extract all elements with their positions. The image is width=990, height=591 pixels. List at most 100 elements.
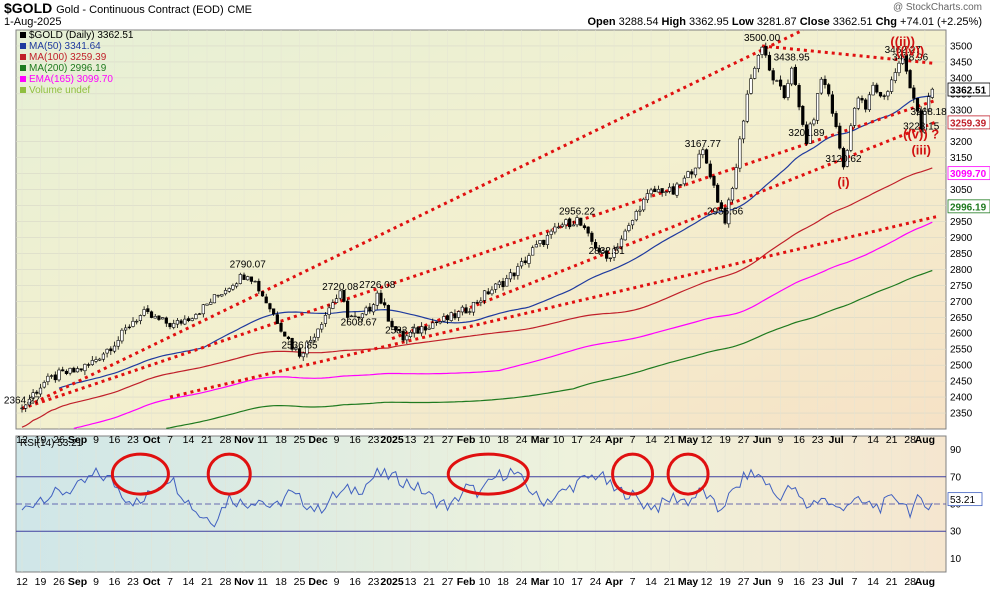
- candle-body: [120, 329, 124, 342]
- candle-body: [24, 404, 28, 409]
- candle-body: [405, 335, 409, 341]
- exchange: CME: [227, 4, 252, 16]
- candle-body: [690, 171, 694, 175]
- y-tick-label: 2750: [950, 281, 973, 292]
- candle-body: [105, 348, 109, 354]
- candle-body: [72, 367, 76, 373]
- y-tick-label: 3500: [950, 41, 973, 52]
- wave-label: ((ii)): [890, 34, 915, 49]
- x-tick-label: 10: [479, 576, 491, 588]
- candle-body: [627, 225, 631, 231]
- candle-body: [161, 317, 165, 320]
- legend-label: MA(100) 3259.39: [29, 52, 107, 63]
- candle-body: [416, 327, 420, 334]
- candle-body: [135, 320, 139, 323]
- candle-body: [908, 70, 912, 89]
- price-panel-bg: [15, 29, 947, 430]
- candle-body: [823, 78, 827, 85]
- candle-body: [919, 110, 923, 133]
- x-tick-label: 16: [793, 576, 805, 588]
- candle-body: [519, 261, 524, 267]
- candle-body: [893, 72, 897, 81]
- x-tick-label: 2025: [380, 434, 404, 446]
- candle-body: [852, 107, 857, 126]
- x-tick-label: 25: [294, 576, 306, 588]
- x-tick-label: 23: [127, 434, 139, 446]
- y-tick-label: 2850: [950, 249, 973, 260]
- candle-body: [397, 328, 402, 331]
- candle-body: [767, 55, 772, 71]
- chg-label: Chg: [875, 16, 897, 28]
- x-tick-label: 21: [664, 576, 676, 588]
- candle-body: [901, 55, 905, 64]
- x-tick-label: 13: [405, 434, 417, 446]
- candle-body: [486, 291, 490, 295]
- candle-body: [656, 189, 661, 193]
- candle-body: [671, 186, 675, 195]
- candle-body: [209, 301, 213, 305]
- price-annotations: 2364.27 2790.07 2536.85 2720.08 2608.67 2726.…: [4, 33, 947, 407]
- x-tick-label: 7: [167, 434, 173, 446]
- candle-body: [427, 327, 431, 330]
- candle-body: [490, 289, 494, 295]
- candle-body: [201, 304, 205, 315]
- y-tick-label: 3050: [950, 185, 973, 196]
- price-annotation: 2790.07: [230, 260, 267, 271]
- candle-body: [316, 328, 320, 338]
- x-tick-label: 21: [423, 434, 435, 446]
- candle-body: [305, 341, 309, 355]
- rsi-circle: [666, 452, 710, 496]
- x-tick-label: 2025: [380, 576, 404, 588]
- x-tick-label: 16: [349, 434, 361, 446]
- candle-body: [553, 226, 557, 233]
- candle-body: [753, 67, 757, 79]
- candle-body: [630, 220, 635, 226]
- x-tick-label: Jul: [829, 434, 844, 446]
- candle-body: [745, 93, 749, 122]
- x-tick-label: 16: [109, 576, 121, 588]
- price-annotation: 3268.18: [911, 107, 948, 118]
- candle-body: [146, 308, 150, 312]
- candle-body: [560, 224, 564, 227]
- x-tick-label: Oct: [143, 434, 161, 446]
- ohlc-readout: Open 3288.54 High 3362.95 Low 3281.87 Cl…: [587, 16, 982, 28]
- candle-body: [775, 80, 779, 82]
- candle-body: [286, 336, 291, 340]
- candle-body: [590, 232, 594, 242]
- y-tick-label: 2350: [950, 409, 973, 420]
- close-label: Close: [799, 16, 830, 28]
- candle-body: [897, 62, 901, 74]
- price-annotation: 3438.96: [892, 52, 929, 63]
- candle-body: [101, 353, 106, 360]
- x-tick-label: Mar: [531, 576, 550, 588]
- candle-body: [734, 167, 738, 189]
- date-label: 1-Aug-2025: [4, 16, 62, 28]
- candle-body: [930, 88, 934, 98]
- candle-body: [601, 250, 605, 253]
- x-tick-label: 13: [405, 576, 417, 588]
- x-tick-label: 16: [349, 576, 361, 588]
- x-tick-label: 21: [201, 434, 213, 446]
- candle-body: [760, 46, 764, 55]
- candle-body: [116, 340, 120, 347]
- high-label: High: [661, 16, 686, 28]
- x-tick-label: Aug: [915, 434, 935, 446]
- candle-body: [527, 255, 531, 264]
- candle-body: [575, 217, 579, 226]
- candle-body: [716, 184, 720, 203]
- x-tick-label: May: [678, 576, 699, 588]
- candle-body: [290, 337, 294, 350]
- rsi-path: [21, 467, 933, 528]
- x-tick-label: 7: [630, 434, 636, 446]
- candle-body: [494, 283, 498, 290]
- x-tick-label: 28: [904, 576, 916, 588]
- x-tick-label: 7: [852, 576, 858, 588]
- candle-body: [124, 327, 128, 331]
- y-tick-label: 3150: [950, 153, 973, 164]
- candle-body: [386, 305, 390, 322]
- symbol-title: $GOLD Gold - Continuous Contract (EOD) C…: [4, 0, 252, 16]
- x-tick-label: 14: [645, 576, 657, 588]
- price-annotation: 3462.27: [885, 45, 922, 56]
- candle-body: [94, 359, 98, 362]
- candle-body: [294, 347, 298, 350]
